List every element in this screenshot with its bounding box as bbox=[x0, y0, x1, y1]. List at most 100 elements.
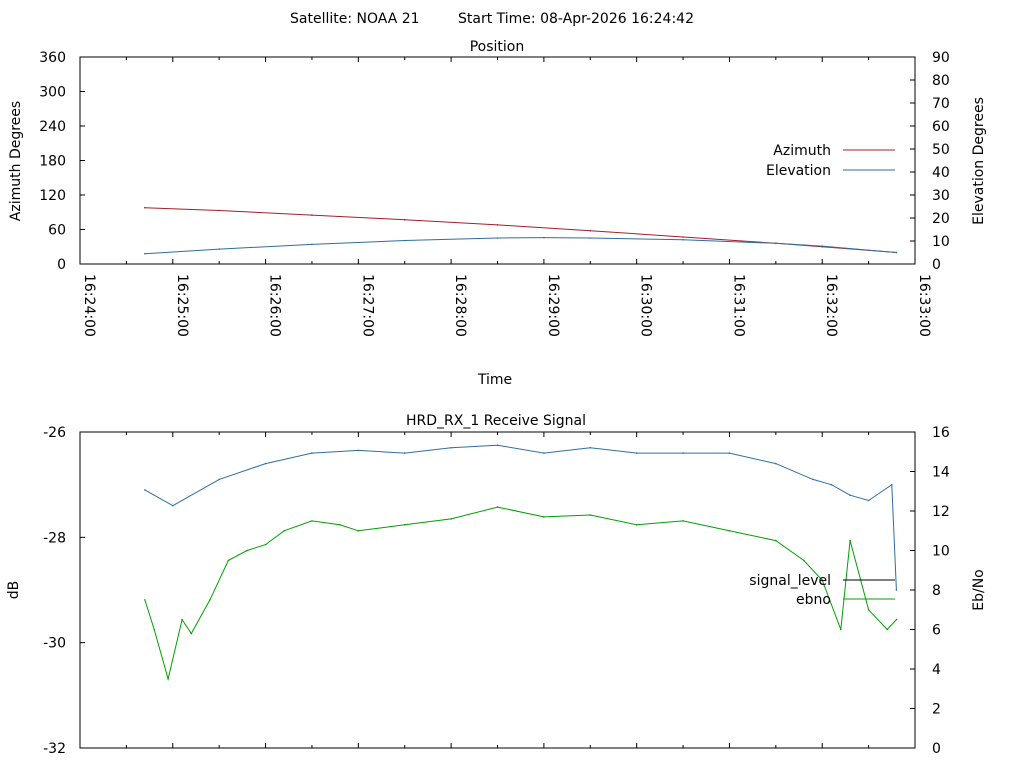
ebno-data-point bbox=[153, 628, 155, 631]
receive-signal-y2-tick-label: 6 bbox=[932, 623, 941, 639]
ebno-data-point bbox=[821, 579, 823, 581]
satellite-label: Satellite: NOAA 21 bbox=[290, 11, 420, 27]
elevation-data-point bbox=[218, 248, 220, 250]
receive-signal-y-tick-label: -32 bbox=[43, 741, 66, 757]
ebno-data-point bbox=[840, 628, 842, 631]
position-ylabel: Azimuth Degrees bbox=[8, 101, 24, 221]
receive-signal-y2-tick-label: 8 bbox=[932, 583, 941, 599]
receive-signal-ylabel: dB bbox=[6, 581, 22, 600]
azimuth-legend-label: Azimuth bbox=[773, 143, 831, 159]
ebno-data-point bbox=[635, 524, 638, 526]
position-y-tick-label: 360 bbox=[39, 50, 66, 66]
receive-signal-y2-tick-label: 4 bbox=[932, 662, 941, 678]
receive-signal-y-tick-label: -30 bbox=[43, 636, 66, 652]
position-y-tick-label: 180 bbox=[39, 154, 66, 170]
position-y2-tick-label: 20 bbox=[932, 211, 950, 227]
ebno-data-point bbox=[167, 678, 169, 680]
elevation-data-point bbox=[496, 237, 499, 239]
position-y-tick-label: 240 bbox=[39, 119, 66, 135]
ebno-data-point bbox=[728, 530, 731, 532]
ebno-data-point bbox=[867, 609, 870, 611]
ebno-data-point bbox=[589, 514, 592, 516]
receive-signal-y-tick-label: -26 bbox=[43, 425, 66, 441]
elevation-data-point bbox=[311, 243, 313, 246]
signal-level-data-point bbox=[496, 444, 499, 447]
receive-signal-y2-tick-label: 16 bbox=[932, 425, 950, 441]
ebno-data-point bbox=[181, 618, 183, 621]
position-y2-tick-label: 70 bbox=[932, 96, 950, 112]
position-tick-labels: 16:24:00 16:25:00 16:26:00 16:27:00 16:28:00… bbox=[39, 50, 950, 337]
signal-level-data-point bbox=[682, 452, 684, 454]
ebno-data-point bbox=[283, 530, 285, 532]
ebno-legend-label: ebno bbox=[796, 592, 831, 608]
signal-level-data-point bbox=[264, 462, 267, 465]
position-y2-tick-label: 10 bbox=[932, 234, 950, 250]
receive-signal-chart-title: HRD_RX_1 Receive Signal bbox=[406, 413, 586, 429]
position-legend: Azimuth Elevation bbox=[766, 143, 895, 179]
elevation-legend-label: Elevation bbox=[766, 163, 831, 179]
position-y2-tick-label: 30 bbox=[932, 188, 950, 204]
elevation-data-point bbox=[895, 251, 898, 254]
position-x-tick-label: 16:31:00 bbox=[730, 274, 746, 337]
ebno-data-point bbox=[849, 539, 851, 542]
ebno-data-point bbox=[682, 520, 684, 522]
ebno-data-point bbox=[895, 618, 898, 621]
signal-level-data-point bbox=[311, 452, 313, 454]
start-time-label: Start Time: 08-Apr-2026 16:24:42 bbox=[458, 11, 694, 27]
receive-signal-y2-tick-label: 2 bbox=[932, 702, 941, 718]
signal-level-data-point bbox=[172, 504, 174, 507]
signal-level-data-point bbox=[812, 478, 814, 481]
receive-signal-y-tick-label: -28 bbox=[43, 530, 66, 546]
position-x-tick-label: 16:25:00 bbox=[174, 274, 190, 337]
ebno-data-point bbox=[227, 559, 230, 562]
azimuth-data-point bbox=[682, 236, 684, 238]
azimuth-data-point bbox=[218, 209, 220, 212]
ebno-data-point bbox=[357, 530, 360, 532]
position-series bbox=[144, 206, 898, 255]
ebno-data-point bbox=[339, 524, 341, 526]
position-y2label: Elevation Degrees bbox=[971, 97, 987, 225]
azimuth-data-point bbox=[589, 229, 592, 232]
receive-signal-y2-tick-label: 14 bbox=[932, 465, 950, 481]
signal-level-data-point bbox=[403, 452, 406, 454]
ebno-data-point bbox=[543, 516, 545, 518]
receive-signal-y2-tick-label: 10 bbox=[932, 544, 950, 560]
receive-signal-y2-tick-label: 12 bbox=[932, 504, 950, 520]
azimuth-data-point bbox=[311, 214, 313, 216]
ebno-series-line bbox=[144, 506, 897, 681]
azimuth-data-point bbox=[496, 224, 499, 226]
ebno-data-point bbox=[264, 543, 267, 546]
signal-level-data-point bbox=[891, 483, 893, 486]
receive-signal-tick-labels: -32 -30 -28 -26 0 2 4 6 8 10 12 14 16 bbox=[43, 425, 950, 757]
position-x-tick-label: 16:26:00 bbox=[267, 274, 283, 337]
position-y-tick-label: 120 bbox=[39, 188, 66, 204]
signal-level-data-point bbox=[775, 462, 777, 465]
ebno-data-point bbox=[144, 599, 146, 601]
signal-level-data-point bbox=[144, 489, 146, 491]
ebno-data-point bbox=[246, 549, 248, 552]
signal-level-data-point bbox=[218, 478, 220, 481]
receive-signal-chart: HRD_RX_1 Receive Signal -32 -30 -28 -26 0 2 4 6… bbox=[6, 413, 987, 757]
azimuth-data-point bbox=[403, 218, 406, 221]
signal-level-data-point bbox=[543, 452, 545, 454]
position-y2-tick-label: 90 bbox=[932, 50, 950, 66]
position-x-tick-label: 16:32:00 bbox=[823, 274, 839, 337]
position-y2-tick-label: 40 bbox=[932, 165, 950, 181]
elevation-data-point bbox=[403, 239, 406, 242]
elevation-data-point bbox=[144, 252, 146, 255]
position-x-tick-label: 16:27:00 bbox=[359, 274, 375, 337]
signal-level-data-point bbox=[357, 449, 360, 452]
position-xlabel: Time bbox=[477, 372, 512, 388]
elevation-series-line bbox=[144, 237, 897, 255]
signal-level-data-point bbox=[895, 589, 898, 591]
ebno-data-point bbox=[496, 506, 499, 508]
signal-level-data-point bbox=[635, 452, 638, 454]
position-y-tick-label: 0 bbox=[57, 257, 66, 273]
receive-signal-y2label: Eb/No bbox=[971, 569, 987, 611]
ebno-data-point bbox=[886, 628, 888, 631]
signal-level-data-point bbox=[728, 452, 731, 454]
position-ticks bbox=[79, 56, 916, 265]
elevation-data-point bbox=[589, 237, 592, 239]
